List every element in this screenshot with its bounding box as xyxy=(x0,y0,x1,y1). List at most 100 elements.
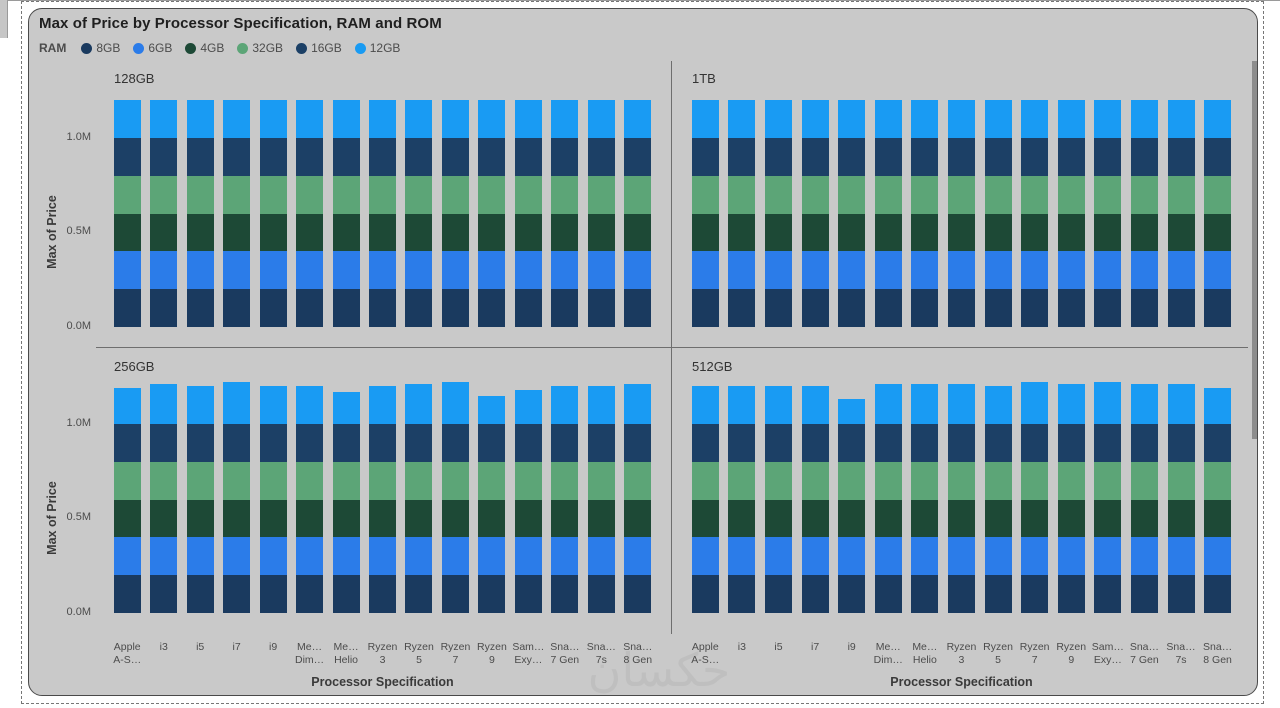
bar-segment-12gb[interactable] xyxy=(186,386,214,425)
bar-segment-6gb[interactable] xyxy=(369,537,397,576)
bar-segment-16gb[interactable] xyxy=(874,424,902,462)
stacked-bar-i5[interactable] xyxy=(764,386,792,613)
bar-segment-8gb[interactable] xyxy=(624,575,652,613)
bar-segment-4gb[interactable] xyxy=(691,499,719,538)
bar-segment-16gb[interactable] xyxy=(441,424,469,462)
bar-segment-4gb[interactable] xyxy=(911,499,939,538)
bar-segment-4gb[interactable] xyxy=(801,213,829,252)
bar-segment-32gb[interactable] xyxy=(984,175,1012,214)
bar-segment-12gb[interactable] xyxy=(1130,100,1158,139)
bar-segment-6gb[interactable] xyxy=(801,251,829,290)
bar-segment-32gb[interactable] xyxy=(478,175,506,214)
bar-segment-16gb[interactable] xyxy=(405,424,433,462)
bar-segment-6gb[interactable] xyxy=(150,537,178,576)
bar-segment-12gb[interactable] xyxy=(478,100,506,139)
bar-segment-16gb[interactable] xyxy=(296,424,324,462)
stacked-bar-apple[interactable] xyxy=(113,388,141,613)
bar-segment-8gb[interactable] xyxy=(259,289,287,327)
bar-segment-6gb[interactable] xyxy=(624,537,652,576)
bar-segment-6gb[interactable] xyxy=(801,537,829,576)
bar-segment-16gb[interactable] xyxy=(587,424,615,462)
bar-segment-8gb[interactable] xyxy=(838,575,866,613)
bar-segment-4gb[interactable] xyxy=(801,499,829,538)
bar-segment-32gb[interactable] xyxy=(514,175,542,214)
bar-segment-32gb[interactable] xyxy=(728,175,756,214)
bar-segment-4gb[interactable] xyxy=(478,213,506,252)
bar-segment-4gb[interactable] xyxy=(223,499,251,538)
stacked-bar-i3[interactable] xyxy=(150,384,178,613)
bar-segment-32gb[interactable] xyxy=(150,175,178,214)
bar-segment-8gb[interactable] xyxy=(186,289,214,327)
bar-segment-8gb[interactable] xyxy=(728,575,756,613)
bar-segment-32gb[interactable] xyxy=(764,175,792,214)
bar-segment-32gb[interactable] xyxy=(764,461,792,500)
bar-segment-8gb[interactable] xyxy=(332,575,360,613)
bar-segment-6gb[interactable] xyxy=(1057,537,1085,576)
stacked-bar-apple[interactable] xyxy=(113,100,141,327)
bar-segment-8gb[interactable] xyxy=(296,575,324,613)
stacked-bar-sam[interactable] xyxy=(514,100,542,327)
bar-segment-32gb[interactable] xyxy=(911,175,939,214)
bar-segment-16gb[interactable] xyxy=(369,424,397,462)
bar-segment-8gb[interactable] xyxy=(223,575,251,613)
vertical-scrollbar-thumb[interactable] xyxy=(1252,61,1257,439)
bar-segment-4gb[interactable] xyxy=(1204,499,1232,538)
bar-segment-12gb[interactable] xyxy=(838,399,866,425)
bar-segment-32gb[interactable] xyxy=(624,461,652,500)
bar-segment-6gb[interactable] xyxy=(911,537,939,576)
bar-segment-6gb[interactable] xyxy=(838,251,866,290)
bar-segment-6gb[interactable] xyxy=(728,537,756,576)
stacked-bar-i7[interactable] xyxy=(801,100,829,327)
bar-segment-8gb[interactable] xyxy=(691,289,719,327)
bar-segment-16gb[interactable] xyxy=(947,138,975,176)
bar-segment-8gb[interactable] xyxy=(947,575,975,613)
stacked-bar-i7[interactable] xyxy=(223,382,251,613)
bar-segment-4gb[interactable] xyxy=(1057,499,1085,538)
bar-segment-6gb[interactable] xyxy=(947,537,975,576)
bar-segment-32gb[interactable] xyxy=(691,461,719,500)
bar-segment-12gb[interactable] xyxy=(223,382,251,425)
bar-segment-8gb[interactable] xyxy=(223,289,251,327)
stacked-bar-ryzen[interactable] xyxy=(984,100,1012,327)
bar-segment-16gb[interactable] xyxy=(728,138,756,176)
bar-segment-12gb[interactable] xyxy=(259,100,287,139)
stacked-bar-sna[interactable] xyxy=(1167,100,1195,327)
bar-segment-4gb[interactable] xyxy=(587,213,615,252)
bar-segment-6gb[interactable] xyxy=(984,251,1012,290)
bar-segment-4gb[interactable] xyxy=(441,499,469,538)
bar-segment-16gb[interactable] xyxy=(113,138,141,176)
bar-segment-32gb[interactable] xyxy=(838,461,866,500)
bar-segment-8gb[interactable] xyxy=(150,289,178,327)
bar-segment-12gb[interactable] xyxy=(801,100,829,139)
stacked-bar-me[interactable] xyxy=(332,100,360,327)
bar-segment-4gb[interactable] xyxy=(728,499,756,538)
bar-segment-12gb[interactable] xyxy=(984,100,1012,139)
bar-segment-6gb[interactable] xyxy=(1094,251,1122,290)
bar-segment-12gb[interactable] xyxy=(296,100,324,139)
bar-segment-6gb[interactable] xyxy=(691,537,719,576)
bar-segment-12gb[interactable] xyxy=(587,386,615,425)
bar-segment-8gb[interactable] xyxy=(1021,575,1049,613)
bar-segment-12gb[interactable] xyxy=(441,100,469,139)
bar-segment-8gb[interactable] xyxy=(1130,289,1158,327)
bar-segment-4gb[interactable] xyxy=(296,499,324,538)
bar-segment-32gb[interactable] xyxy=(1204,175,1232,214)
bar-segment-32gb[interactable] xyxy=(874,461,902,500)
bar-segment-8gb[interactable] xyxy=(369,289,397,327)
bar-segment-32gb[interactable] xyxy=(514,461,542,500)
bar-segment-32gb[interactable] xyxy=(259,461,287,500)
bar-segment-4gb[interactable] xyxy=(369,213,397,252)
bar-segment-8gb[interactable] xyxy=(1204,575,1232,613)
bar-segment-32gb[interactable] xyxy=(947,175,975,214)
bar-segment-8gb[interactable] xyxy=(369,575,397,613)
stacked-bar-ryzen[interactable] xyxy=(1021,100,1049,327)
bar-segment-32gb[interactable] xyxy=(838,175,866,214)
bar-segment-6gb[interactable] xyxy=(186,251,214,290)
bar-segment-12gb[interactable] xyxy=(296,386,324,425)
stacked-bar-sna[interactable] xyxy=(624,384,652,613)
stacked-bar-me[interactable] xyxy=(874,384,902,613)
bar-segment-4gb[interactable] xyxy=(838,499,866,538)
bar-segment-8gb[interactable] xyxy=(587,289,615,327)
bar-segment-32gb[interactable] xyxy=(1094,175,1122,214)
bar-segment-12gb[interactable] xyxy=(478,395,506,425)
